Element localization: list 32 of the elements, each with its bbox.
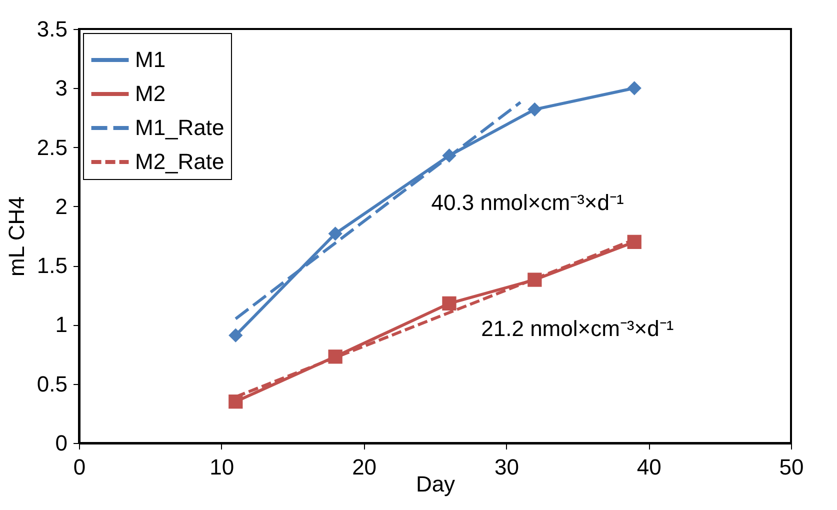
point — [528, 102, 542, 117]
point — [627, 234, 642, 249]
x-tick-label: 50 — [779, 454, 804, 480]
y-tick-label: 3.5 — [36, 16, 68, 42]
point — [328, 350, 342, 364]
legend-label: M1_Rate — [135, 115, 224, 140]
y-tick-label: 0 — [55, 430, 68, 456]
legend-label: M2 — [135, 81, 166, 106]
x-tick-label: 0 — [73, 454, 86, 480]
y-tick-label: 1 — [55, 312, 68, 338]
x-axis-title: Day — [416, 472, 456, 496]
point — [442, 296, 456, 310]
x-tick-label: 30 — [494, 454, 519, 480]
y-axis-title: mL CH4 — [4, 196, 29, 276]
y-tick-label: 1.5 — [36, 253, 68, 278]
point — [228, 328, 243, 342]
legend-label: M2_Rate — [135, 149, 224, 174]
point — [627, 81, 642, 96]
y-tick-label: 2.5 — [36, 134, 68, 160]
point — [228, 394, 243, 409]
x-tick-label: 10 — [210, 454, 234, 480]
y-tick-label: 0.5 — [36, 371, 68, 396]
annotation: 21.2 nmol×cm⁻³×d⁻¹ — [481, 316, 674, 342]
x-tick-label: 20 — [352, 454, 377, 480]
x-tick-label: 40 — [636, 454, 662, 480]
point — [442, 148, 456, 163]
point — [528, 272, 542, 287]
point — [328, 226, 342, 241]
y-tick-label: 3 — [55, 76, 68, 101]
annotation: 40.3 nmol×cm⁻³×d⁻¹ — [431, 190, 624, 215]
y-tick-label: 2 — [55, 194, 68, 219]
legend-label: M1 — [135, 47, 166, 72]
